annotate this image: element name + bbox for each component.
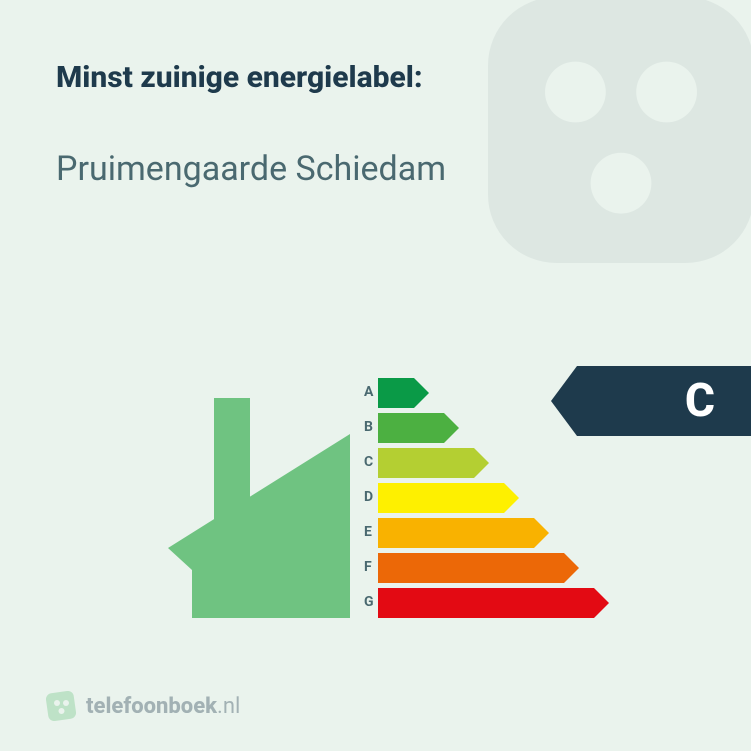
energy-bar-shape	[378, 448, 489, 478]
energy-bar-label: A	[364, 384, 373, 400]
page-title: Minst zuinige energielabel:	[56, 60, 695, 95]
energy-bar-shape	[378, 588, 609, 618]
energy-bar-label: F	[364, 559, 372, 575]
energy-bar-label: E	[364, 524, 372, 540]
footer-brand: telefoonboek.nl	[46, 691, 240, 721]
footer-brand-bold: telefoonboek	[86, 694, 217, 719]
footer-brand-light: .nl	[217, 694, 240, 719]
energy-bar-label: D	[364, 489, 373, 505]
energy-bar-shape	[378, 518, 549, 548]
footer-brand-text: telefoonboek.nl	[86, 694, 240, 719]
content-area: Minst zuinige energielabel: Pruimengaard…	[0, 0, 751, 189]
energy-bar-label: B	[364, 419, 373, 435]
energy-bar-shape	[378, 483, 519, 513]
energy-bar-label: C	[364, 454, 373, 470]
house-icon	[158, 388, 350, 618]
energy-bar-label: G	[364, 594, 374, 610]
energy-bar-shape	[378, 378, 429, 408]
score-letter: C	[685, 366, 715, 436]
energy-bar-shape	[378, 413, 459, 443]
energy-bar-shape	[378, 553, 579, 583]
footer-logo-icon	[46, 691, 76, 721]
location-subtitle: Pruimengaarde Schiedam	[56, 149, 695, 189]
energy-label-chart: A B C D E F G C	[0, 366, 751, 631]
score-tag: C	[551, 366, 751, 436]
